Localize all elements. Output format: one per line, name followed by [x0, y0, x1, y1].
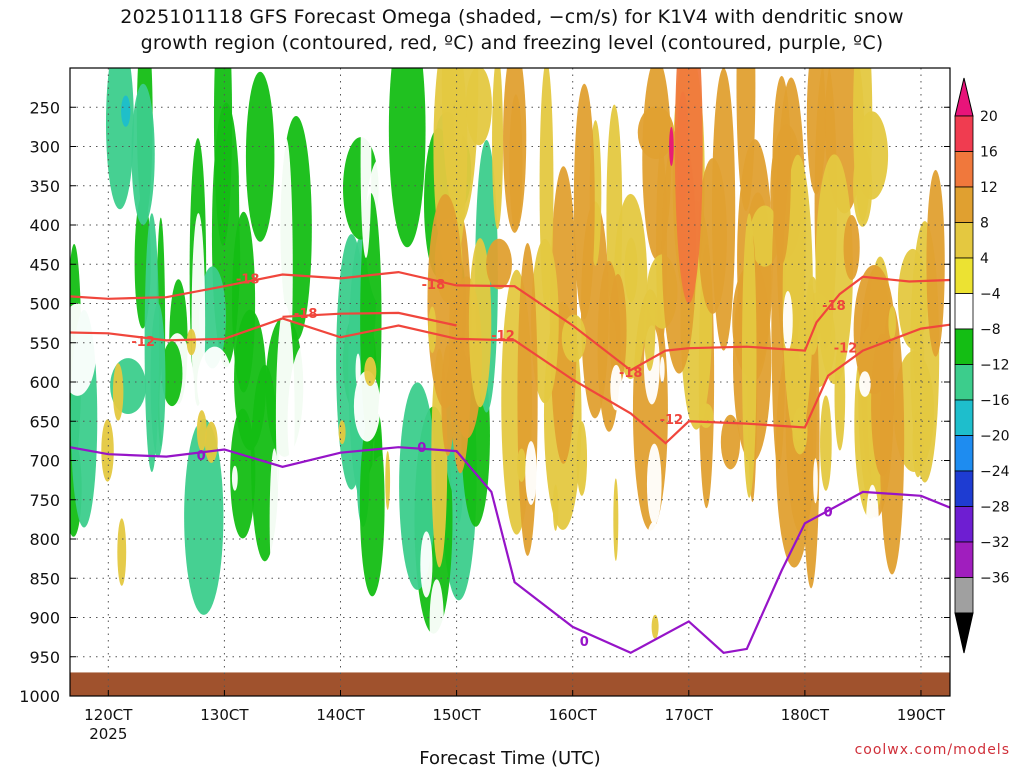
colorbar-segment — [954, 115, 974, 152]
colorbar-segment — [954, 328, 974, 365]
colorbar-segment — [954, 399, 974, 436]
colorbar-bottom-arrow — [954, 612, 974, 654]
y-tick-label: 250 — [29, 98, 60, 117]
colorbar-label: 4 — [980, 251, 989, 267]
contour-label: -12 — [660, 413, 684, 428]
colorbar-segment — [954, 506, 974, 543]
colorbar-segment — [954, 257, 974, 294]
colorbar-segment — [954, 541, 974, 578]
ground-surface — [70, 672, 950, 696]
contour-label: 0 — [824, 506, 833, 521]
colorbar-label: −12 — [980, 358, 1010, 374]
contour-line — [70, 270, 950, 372]
colorbar-label: 16 — [980, 145, 998, 161]
credit-text: coolwx.com/models — [854, 742, 1010, 758]
y-tick-label: 300 — [29, 138, 60, 157]
x-tick-label: 130CT — [200, 706, 249, 724]
contour-line — [70, 446, 950, 655]
colorbar-label: −28 — [980, 500, 1010, 516]
x-tick-label: 160CT — [549, 706, 598, 724]
colorbar-label: −16 — [980, 393, 1010, 409]
y-tick-label: 1000 — [19, 687, 60, 706]
x-tick-label: 150CT — [432, 706, 481, 724]
contour-label: 0 — [197, 449, 206, 464]
y-tick-label: 450 — [29, 255, 60, 274]
contour-label: -18 — [294, 307, 318, 322]
y-tick-label: 500 — [29, 295, 60, 314]
x-tick-label: 140CT — [316, 706, 365, 724]
colorbar-label: −8 — [980, 322, 1001, 338]
colorbar-segment — [954, 364, 974, 401]
y-tick-label: 400 — [29, 216, 60, 235]
contour-label: 0 — [417, 441, 426, 456]
y-tick-label: 700 — [29, 452, 60, 471]
contour-label: 0 — [580, 635, 589, 650]
colorbar-label: −36 — [980, 571, 1010, 587]
y-tick-label: 350 — [29, 177, 60, 196]
colorbar-segment — [954, 470, 974, 507]
chart-title-line-2: growth region (contoured, red, ºC) and f… — [140, 32, 884, 54]
colorbar-segment — [954, 186, 974, 223]
y-tick-label: 750 — [29, 491, 60, 510]
colorbar-label: −24 — [980, 464, 1010, 480]
contour-label: -12 — [131, 335, 155, 350]
contour-label: -18 — [619, 366, 643, 381]
x-tick-label: 180CT — [781, 706, 830, 724]
contour-label: -18 — [236, 272, 260, 287]
x-tick-label: 170CT — [665, 706, 714, 724]
x-year-label: 2025 — [89, 725, 127, 743]
contour-label: -12 — [491, 329, 515, 344]
chart-title-line-1: 2025101118 GFS Forecast Omega (shaded, −… — [120, 6, 904, 28]
y-tick-label: 650 — [29, 412, 60, 431]
colorbar-label: 12 — [980, 180, 998, 196]
x-tick-label: 190CT — [897, 706, 946, 724]
x-tick-label: 120CT — [84, 706, 133, 724]
colorbar-label: 8 — [980, 216, 989, 232]
colorbar-segment — [954, 435, 974, 472]
colorbar-label: 20 — [980, 109, 998, 125]
contour-label: -12 — [834, 341, 858, 356]
contour-label: -18 — [822, 299, 846, 314]
contour-line — [70, 317, 950, 445]
y-tick-label: 850 — [29, 569, 60, 588]
y-tick-label: 800 — [29, 530, 60, 549]
colorbar-segment — [954, 222, 974, 259]
y-tick-label: 950 — [29, 648, 60, 667]
contour-label: -18 — [422, 278, 446, 293]
y-tick-label: 900 — [29, 609, 60, 628]
contour-line — [282, 311, 457, 327]
y-tick-label: 600 — [29, 373, 60, 392]
colorbar-label: −4 — [980, 287, 1001, 303]
colorbar-segment — [954, 151, 974, 188]
colorbar-top-arrow — [954, 77, 974, 117]
colorbar-label: −20 — [980, 429, 1010, 445]
y-tick-label: 550 — [29, 334, 60, 353]
colorbar-segment — [954, 293, 974, 330]
x-axis-label: Forecast Time (UTC) — [419, 748, 600, 768]
colorbar-segment — [954, 577, 974, 614]
colorbar-label: −32 — [980, 535, 1010, 551]
